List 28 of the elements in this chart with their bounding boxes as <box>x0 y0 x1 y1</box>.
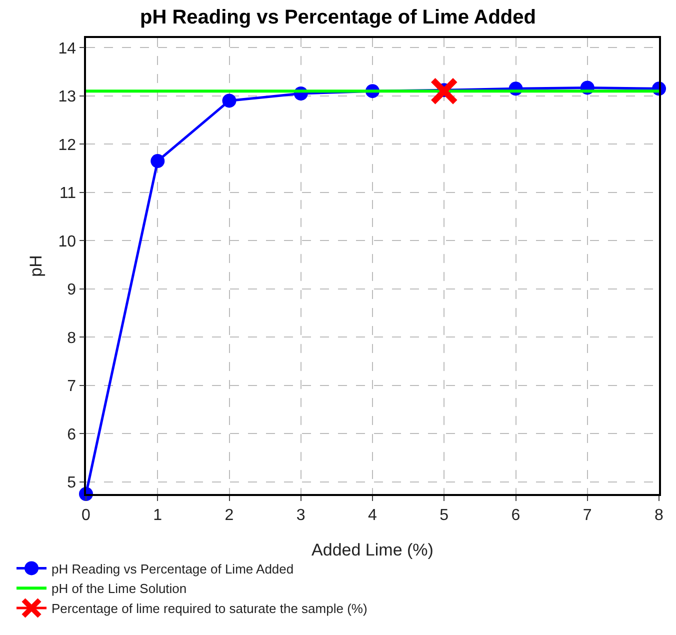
point <box>430 77 458 106</box>
chart-title: pH Reading vs Percentage of Lime Added <box>140 6 536 29</box>
x-tick-label: 3 <box>296 506 306 524</box>
x-axis-title: Added Lime (%) <box>312 540 434 560</box>
point <box>222 94 236 108</box>
y-tick-label: 8 <box>67 330 76 347</box>
y-tick-label: 10 <box>58 233 76 250</box>
x-tick-label: 5 <box>440 506 449 524</box>
legend-label: pH of the Lime Solution <box>52 581 187 596</box>
x-tick-label: 2 <box>224 506 234 524</box>
y-tick-label: 11 <box>59 185 76 202</box>
legend-label: Percentage of lime required to saturate the sample (%) <box>52 601 368 616</box>
y-tick-label: 9 <box>67 282 76 299</box>
y-tick-label: 12 <box>58 136 76 154</box>
x-tick-label: 4 <box>368 506 378 524</box>
x-tick-label: 7 <box>582 506 592 524</box>
x-tick-label: 1 <box>153 506 162 524</box>
x-tick-label: 8 <box>654 506 664 524</box>
x-tick-label: 6 <box>511 506 520 524</box>
y-tick-label: 14 <box>58 40 76 58</box>
y-axis-title: pH <box>26 255 46 277</box>
y-tick-label: 6 <box>67 426 76 444</box>
y-tick-label: 7 <box>67 378 76 396</box>
y-tick-label: 5 <box>67 474 76 492</box>
y-tick-label: 13 <box>58 88 76 106</box>
legend-label: pH Reading vs Percentage of Lime Added <box>52 561 294 576</box>
x-tick-label: 0 <box>82 506 91 524</box>
point <box>150 154 165 168</box>
